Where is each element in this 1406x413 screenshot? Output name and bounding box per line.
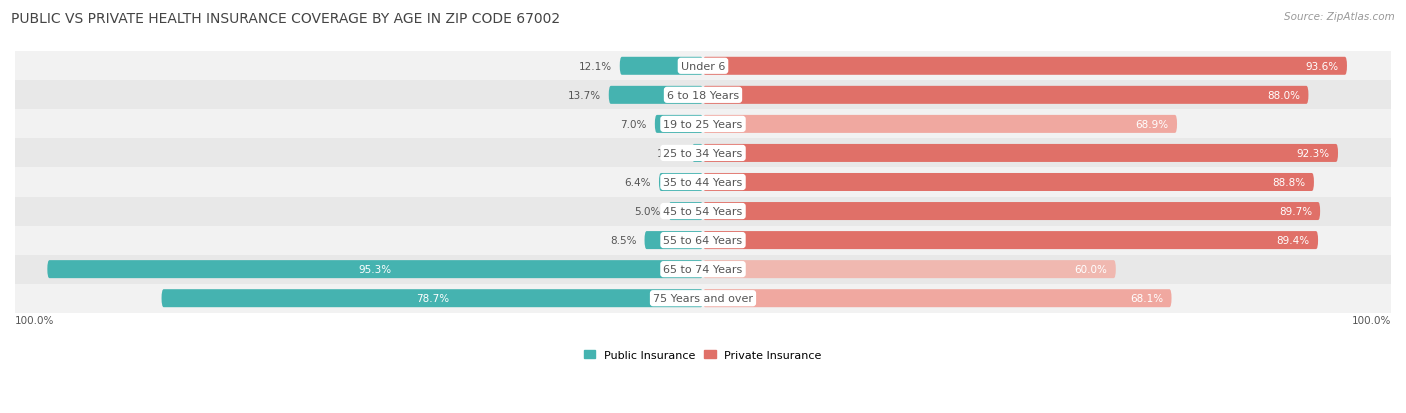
Bar [15, 81, 1391, 110]
Text: 100.0%: 100.0% [1351, 315, 1391, 325]
FancyBboxPatch shape [655, 116, 703, 133]
Text: 78.7%: 78.7% [416, 294, 449, 304]
FancyBboxPatch shape [703, 116, 1177, 133]
Text: 1.6%: 1.6% [657, 149, 683, 159]
FancyBboxPatch shape [609, 87, 703, 104]
Text: 25 to 34 Years: 25 to 34 Years [664, 149, 742, 159]
FancyBboxPatch shape [703, 232, 1317, 249]
Text: 7.0%: 7.0% [620, 120, 647, 130]
Text: 95.3%: 95.3% [359, 264, 392, 275]
Bar [15, 226, 1391, 255]
FancyBboxPatch shape [644, 232, 703, 249]
Text: 68.9%: 68.9% [1136, 120, 1168, 130]
Text: 89.7%: 89.7% [1278, 206, 1312, 216]
Text: 88.0%: 88.0% [1267, 90, 1301, 101]
Text: 60.0%: 60.0% [1074, 264, 1108, 275]
FancyBboxPatch shape [703, 173, 1315, 192]
Text: 55 to 64 Years: 55 to 64 Years [664, 235, 742, 245]
Text: 65 to 74 Years: 65 to 74 Years [664, 264, 742, 275]
FancyBboxPatch shape [703, 261, 1116, 278]
Bar [15, 255, 1391, 284]
Text: 13.7%: 13.7% [568, 90, 600, 101]
FancyBboxPatch shape [703, 58, 1347, 76]
Text: 5.0%: 5.0% [634, 206, 661, 216]
Bar [15, 139, 1391, 168]
Text: 8.5%: 8.5% [610, 235, 637, 245]
Text: 92.3%: 92.3% [1296, 149, 1330, 159]
FancyBboxPatch shape [659, 173, 703, 192]
Text: 6 to 18 Years: 6 to 18 Years [666, 90, 740, 101]
Text: 6.4%: 6.4% [624, 178, 651, 188]
Bar [15, 197, 1391, 226]
Text: 100.0%: 100.0% [15, 315, 55, 325]
FancyBboxPatch shape [703, 290, 1171, 307]
Bar [15, 168, 1391, 197]
Bar [15, 110, 1391, 139]
Text: Under 6: Under 6 [681, 62, 725, 71]
Text: 75 Years and over: 75 Years and over [652, 294, 754, 304]
Text: Source: ZipAtlas.com: Source: ZipAtlas.com [1284, 12, 1395, 22]
Text: PUBLIC VS PRIVATE HEALTH INSURANCE COVERAGE BY AGE IN ZIP CODE 67002: PUBLIC VS PRIVATE HEALTH INSURANCE COVER… [11, 12, 561, 26]
Text: 35 to 44 Years: 35 to 44 Years [664, 178, 742, 188]
Text: 45 to 54 Years: 45 to 54 Years [664, 206, 742, 216]
Bar [15, 52, 1391, 81]
FancyBboxPatch shape [48, 261, 703, 278]
FancyBboxPatch shape [162, 290, 703, 307]
FancyBboxPatch shape [703, 87, 1309, 104]
Text: 12.1%: 12.1% [578, 62, 612, 71]
FancyBboxPatch shape [620, 58, 703, 76]
FancyBboxPatch shape [703, 145, 1339, 163]
FancyBboxPatch shape [669, 202, 703, 221]
FancyBboxPatch shape [692, 145, 703, 163]
Legend: Public Insurance, Private Insurance: Public Insurance, Private Insurance [579, 346, 827, 365]
FancyBboxPatch shape [703, 202, 1320, 221]
Text: 93.6%: 93.6% [1306, 62, 1339, 71]
Text: 68.1%: 68.1% [1130, 294, 1163, 304]
Text: 89.4%: 89.4% [1277, 235, 1310, 245]
Bar [15, 284, 1391, 313]
Text: 19 to 25 Years: 19 to 25 Years [664, 120, 742, 130]
Text: 88.8%: 88.8% [1272, 178, 1306, 188]
